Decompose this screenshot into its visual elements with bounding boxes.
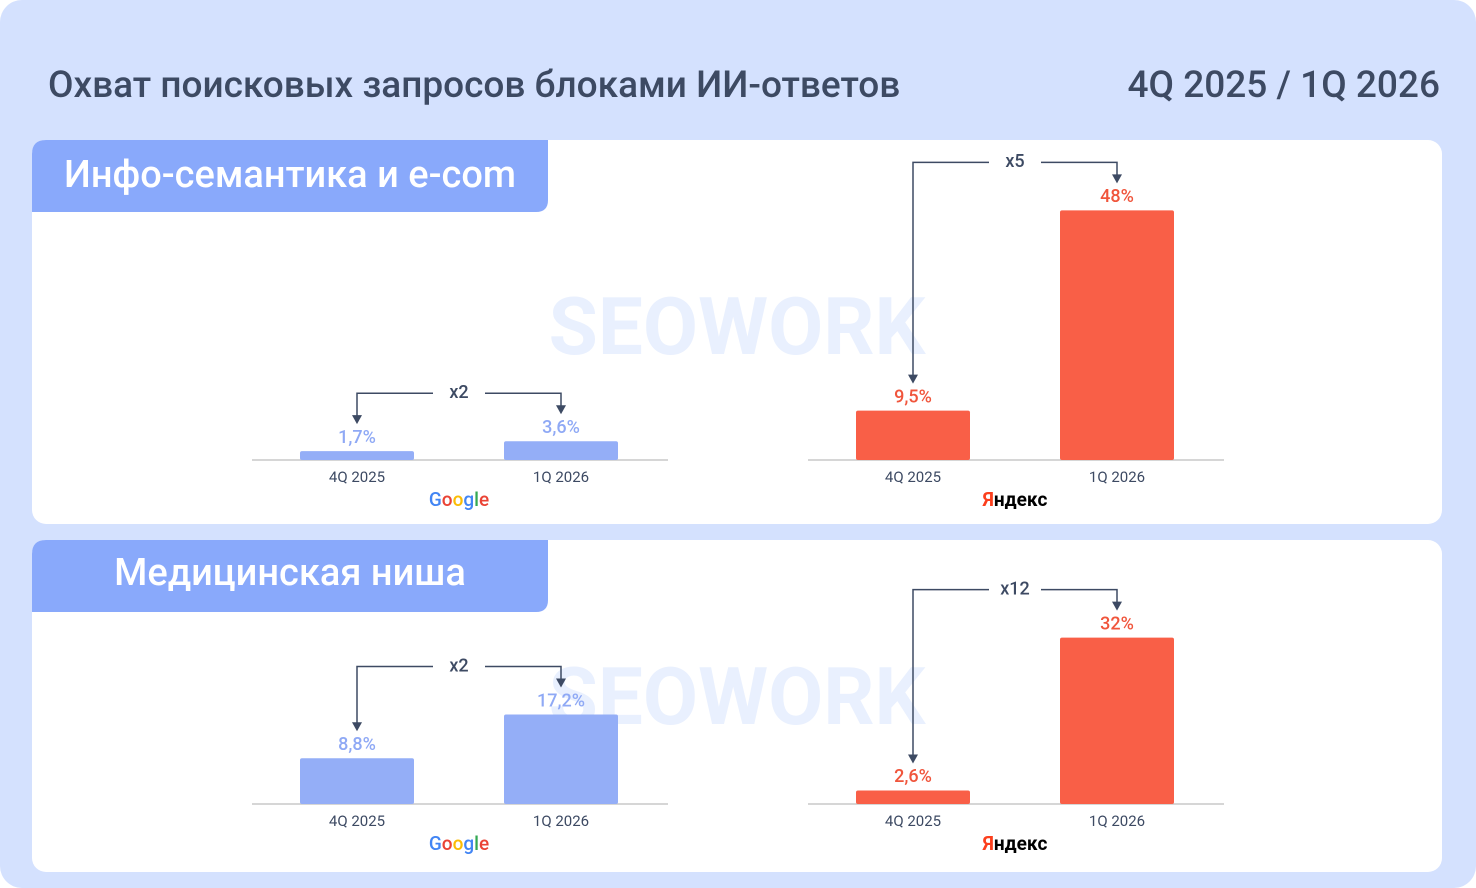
bracket	[485, 665, 562, 682]
value-label: 2,6%	[894, 766, 932, 787]
bar	[300, 758, 414, 804]
watermark: SEOWORK	[549, 280, 927, 374]
annotation: x2	[449, 655, 468, 676]
bar	[856, 790, 970, 804]
bracket	[485, 392, 562, 409]
bracket	[912, 588, 989, 758]
bracket	[356, 392, 433, 419]
logo: Google	[429, 832, 489, 855]
arrowhead	[908, 374, 918, 384]
bracket	[912, 161, 989, 378]
arrowhead	[556, 678, 566, 688]
logo: Google	[429, 488, 489, 511]
logo: Яндекс	[982, 488, 1048, 511]
arrowhead	[1112, 174, 1122, 184]
section-title: Инфо-семантика и e-com	[64, 153, 516, 197]
bar	[504, 441, 618, 460]
value-label: 8,8%	[338, 734, 376, 755]
arrowhead	[352, 722, 362, 732]
x-tick-label: 4Q 2025	[329, 468, 385, 486]
x-tick-label: 1Q 2026	[533, 812, 589, 830]
value-label: 9,5%	[894, 386, 932, 407]
x-tick-label: 1Q 2026	[1089, 468, 1145, 486]
title: Охват поисковых запросов блоками ИИ-отве…	[48, 64, 900, 107]
annotation: x2	[449, 382, 468, 403]
value-label: 32%	[1100, 613, 1134, 634]
value-label: 48%	[1100, 186, 1134, 207]
section-title: Медицинская ниша	[114, 551, 466, 595]
arrowhead	[556, 405, 566, 415]
bracket	[356, 665, 433, 726]
x-tick-label: 4Q 2025	[329, 812, 385, 830]
annotation: x12	[1000, 578, 1030, 599]
arrowhead	[1112, 601, 1122, 611]
value-label: 17,2%	[537, 690, 585, 711]
bar	[856, 410, 970, 460]
bar	[504, 714, 618, 804]
arrowhead	[908, 754, 918, 764]
bar	[300, 451, 414, 460]
annotation: x5	[1005, 151, 1024, 172]
arrowhead	[352, 415, 362, 425]
bracket	[1041, 161, 1118, 178]
x-tick-label: 4Q 2025	[885, 468, 941, 486]
section-tab	[32, 140, 548, 212]
x-tick-label: 4Q 2025	[885, 812, 941, 830]
bracket	[1041, 588, 1118, 605]
x-tick-label: 1Q 2026	[533, 468, 589, 486]
bar	[1060, 210, 1174, 460]
period: 4Q 2025 / 1Q 2026	[1128, 64, 1441, 107]
section-tab	[32, 540, 548, 612]
bar	[1060, 637, 1174, 804]
x-tick-label: 1Q 2026	[1089, 812, 1145, 830]
value-label: 1,7%	[338, 427, 376, 448]
value-label: 3,6%	[542, 417, 580, 438]
logo: Яндекс	[982, 832, 1048, 855]
